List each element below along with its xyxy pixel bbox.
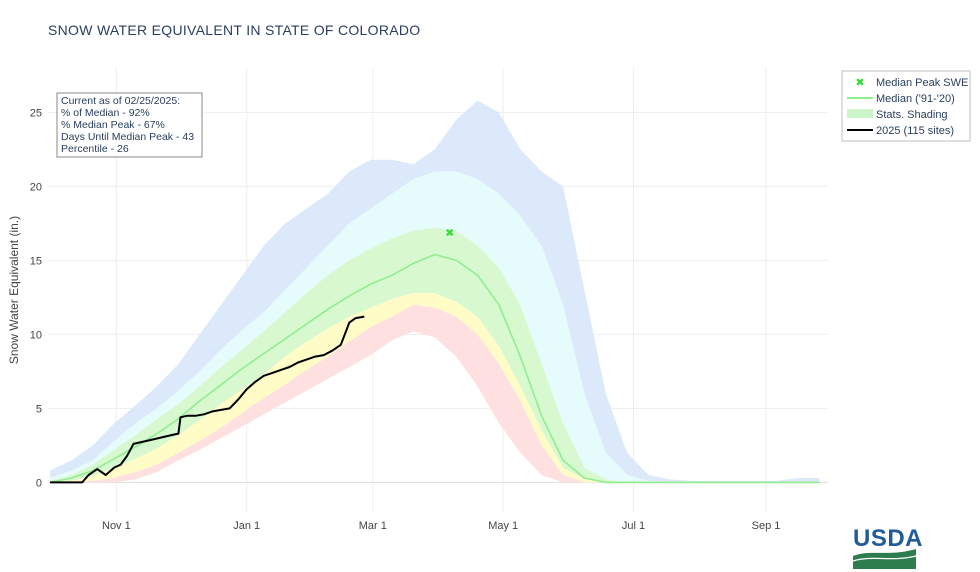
x-tick-label: Jan 1 xyxy=(233,520,260,532)
y-tick-label: 5 xyxy=(36,403,42,415)
annotation-line: Days Until Median Peak - 43 xyxy=(61,131,194,143)
annotation-line: % Median Peak - 67% xyxy=(61,119,165,131)
x-tick-label: Mar 1 xyxy=(359,520,387,532)
annotation-line: % of Median - 92% xyxy=(61,107,150,119)
usda-logo: USDA xyxy=(852,525,923,569)
legend-item-stats-shading[interactable]: Stats. Shading xyxy=(847,109,948,121)
legend-label: Median ('91-'20) xyxy=(876,93,955,105)
x-tick-label: Nov 1 xyxy=(102,520,131,532)
annotation-box xyxy=(56,92,203,158)
band-30-to-10 xyxy=(50,293,820,483)
annotation-line: Current as of 02/25/2025: xyxy=(61,95,180,107)
current-year-line xyxy=(50,315,365,484)
legend-item-median-peak[interactable]: ✖ Median Peak SWE xyxy=(855,77,968,89)
x-tick-label: Sep 1 xyxy=(752,520,781,532)
status-annotation: Current as of 02/25/2025: % of Median - … xyxy=(56,92,203,158)
median-peak-marker: ✖ xyxy=(445,227,454,239)
y-axis-title: Snow Water Equivalent (in.) xyxy=(7,216,21,364)
y-tick-label: 15 xyxy=(30,255,42,267)
median-line xyxy=(49,253,820,484)
axis-ticks: Nov 1 Jan 1 Mar 1 May 1 Jul 1 Sep 1 0 5 10 15 20 25 xyxy=(30,107,781,532)
legend-item-2025[interactable]: 2025 (115 sites) xyxy=(847,125,954,137)
x-tick-label: May 1 xyxy=(488,520,518,532)
y-tick-label: 10 xyxy=(30,329,42,341)
legend-label: 2025 (115 sites) xyxy=(876,125,954,137)
y-tick-label: 25 xyxy=(30,107,42,119)
logo-wave-stripe-icon xyxy=(852,555,917,562)
legend-item-median[interactable]: Median ('91-'20) xyxy=(847,93,955,105)
fill-swatch-icon xyxy=(847,109,873,118)
stats-shading xyxy=(50,100,820,483)
legend-label: Median Peak SWE xyxy=(876,77,968,89)
usda-logo-text: USDA xyxy=(853,525,923,552)
series-lines: ✖ xyxy=(49,227,820,484)
y-tick-label: 20 xyxy=(30,181,42,193)
chart-title: SNOW WATER EQUIVALENT IN STATE OF COLORA… xyxy=(48,22,420,38)
legend-label: Stats. Shading xyxy=(876,109,948,121)
annotation-line: Percentile - 26 xyxy=(61,143,129,155)
legend[interactable]: ✖ Median Peak SWE Median ('91-'20) Stats… xyxy=(841,70,971,142)
y-tick-label: 0 xyxy=(36,477,42,489)
x-marker-icon: ✖ xyxy=(855,77,864,89)
x-tick-label: Jul 1 xyxy=(622,520,645,532)
